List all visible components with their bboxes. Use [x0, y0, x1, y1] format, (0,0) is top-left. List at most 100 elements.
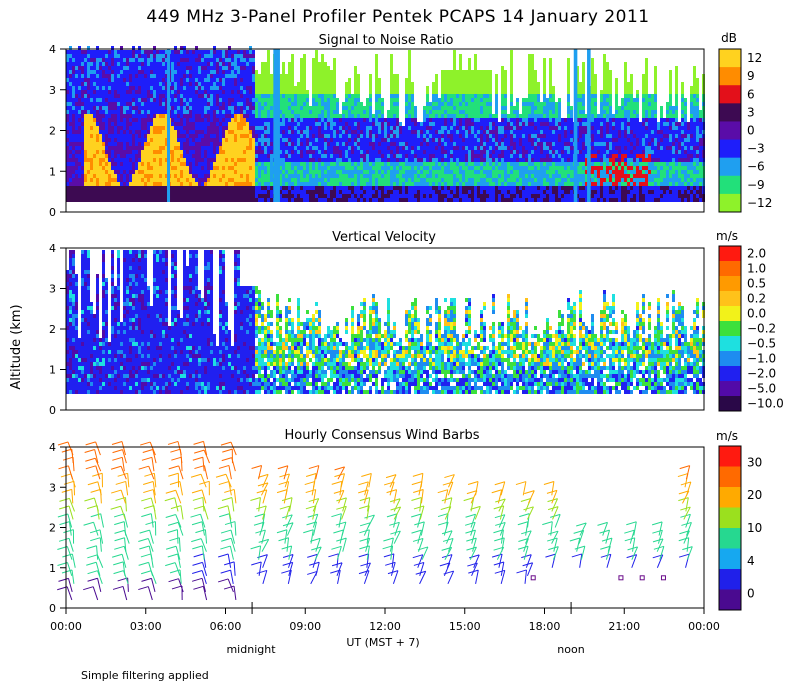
snr-cell	[222, 158, 225, 162]
snr-cell	[369, 158, 372, 162]
snr-cell	[81, 102, 84, 106]
snr-cell	[78, 134, 81, 138]
snr-cell	[378, 174, 381, 178]
snr-cell	[261, 198, 264, 202]
snr-cell	[327, 142, 330, 146]
snr-cell	[108, 98, 111, 102]
snr-cell	[501, 74, 504, 78]
snr-cell	[471, 186, 474, 190]
snr-cell	[123, 150, 126, 154]
snr-cell	[459, 138, 462, 142]
snr-cell	[225, 154, 228, 158]
snr-cell	[372, 118, 375, 122]
snr-cell	[78, 162, 81, 166]
snr-cell	[309, 134, 312, 138]
snr-cell	[366, 122, 369, 126]
snr-cell	[222, 170, 225, 174]
snr-cell	[156, 194, 159, 198]
snr-cell	[315, 86, 318, 90]
snr-cell	[378, 106, 381, 110]
snr-cell	[231, 54, 234, 58]
snr-cell	[372, 134, 375, 138]
snr-cell	[459, 146, 462, 150]
snr-cell	[444, 86, 447, 90]
snr-cell	[492, 166, 495, 170]
snr-cell	[237, 130, 240, 134]
snr-cell	[102, 130, 105, 134]
snr-cell	[240, 126, 243, 130]
snr-cell	[459, 114, 462, 118]
snr-cell	[243, 186, 246, 190]
snr-cell	[228, 134, 231, 138]
snr-cell	[324, 90, 327, 94]
snr-cell	[423, 158, 426, 162]
snr-cell	[225, 186, 228, 190]
snr-cell	[72, 118, 75, 122]
snr-cell	[267, 130, 270, 134]
snr-cell	[462, 122, 465, 126]
snr-cell	[258, 90, 261, 94]
snr-cell	[306, 98, 309, 102]
snr-cell	[246, 150, 249, 154]
snr-cell	[342, 182, 345, 186]
snr-cell	[213, 150, 216, 154]
snr-cell	[414, 130, 417, 134]
snr-cell	[462, 170, 465, 174]
snr-cell	[132, 66, 135, 70]
snr-cell	[84, 98, 87, 102]
snr-cell	[462, 174, 465, 178]
snr-cell	[339, 182, 342, 186]
snr-cell	[198, 50, 201, 54]
snr-cell	[228, 118, 231, 122]
snr-cell	[132, 70, 135, 74]
snr-cell	[174, 158, 177, 162]
snr-cell	[69, 174, 72, 178]
snr-cell	[378, 102, 381, 106]
snr-cell	[204, 126, 207, 130]
snr-cell	[390, 66, 393, 70]
snr-cell	[270, 182, 273, 186]
snr-cell	[99, 70, 102, 74]
snr-cell	[378, 146, 381, 150]
snr-cell	[327, 102, 330, 106]
snr-cell	[384, 118, 387, 122]
snr-cell	[186, 178, 189, 182]
snr-cell	[165, 138, 168, 142]
snr-cell	[159, 150, 162, 154]
snr-cell	[354, 162, 357, 166]
snr-cell	[204, 190, 207, 194]
snr-cell	[69, 78, 72, 82]
snr-cell	[231, 62, 234, 66]
snr-cell	[414, 158, 417, 162]
snr-cell	[453, 50, 456, 54]
snr-cell	[456, 94, 459, 98]
snr-cell	[270, 142, 273, 146]
snr-cell	[267, 194, 270, 198]
snr-cell	[249, 106, 252, 110]
snr-cell	[333, 174, 336, 178]
snr-cell	[489, 162, 492, 166]
snr-cell	[93, 146, 96, 150]
snr-cell	[441, 82, 444, 86]
snr-cell	[450, 102, 453, 106]
snr-cell	[321, 54, 324, 58]
snr-cell	[351, 106, 354, 110]
snr-cell	[480, 190, 483, 194]
snr-cell	[222, 154, 225, 158]
snr-cell	[270, 134, 273, 138]
snr-cell	[108, 126, 111, 130]
snr-cell	[267, 70, 270, 74]
snr-cell	[222, 182, 225, 186]
snr-cell	[483, 138, 486, 142]
snr-cell	[120, 86, 123, 90]
snr-cell	[315, 70, 318, 74]
snr-cell	[399, 142, 402, 146]
snr-cell	[474, 190, 477, 194]
snr-cell	[399, 186, 402, 190]
snr-cell	[78, 114, 81, 118]
snr-cell	[153, 194, 156, 198]
snr-cell	[384, 182, 387, 186]
snr-cell	[303, 90, 306, 94]
snr-cell	[501, 182, 504, 186]
snr-cell	[78, 166, 81, 170]
